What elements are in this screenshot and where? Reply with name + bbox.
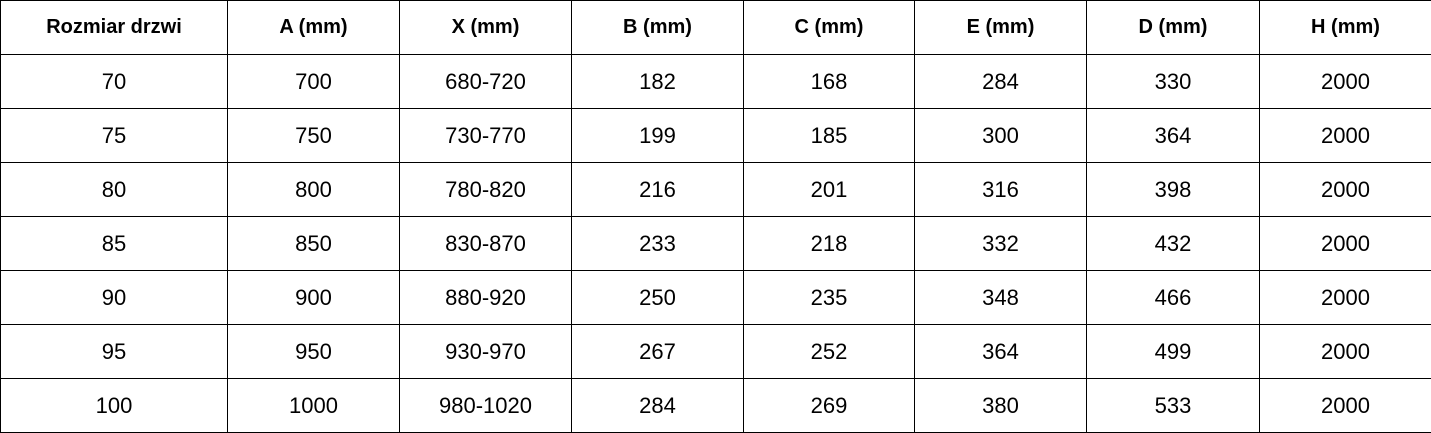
table-row: 80 800 780-820 216 201 316 398 2000 xyxy=(0,162,1431,217)
table-cell: 250 xyxy=(571,270,744,325)
column-header: X (mm) xyxy=(399,0,572,55)
table-row: 75 750 730-770 199 185 300 364 2000 xyxy=(0,108,1431,163)
table-cell: 2000 xyxy=(1259,270,1431,325)
table-cell: 364 xyxy=(914,324,1087,379)
table-row: 70 700 680-720 182 168 284 330 2000 xyxy=(0,54,1431,109)
table-cell: 980-1020 xyxy=(399,378,572,433)
table-cell: 269 xyxy=(743,378,915,433)
column-header: D (mm) xyxy=(1086,0,1260,55)
column-header: E (mm) xyxy=(914,0,1087,55)
table-cell: 850 xyxy=(227,216,400,271)
table-cell: 730-770 xyxy=(399,108,572,163)
header-row: Rozmiar drzwi A (mm) X (mm) B (mm) C (mm) E (… xyxy=(0,0,1431,55)
table-cell: 233 xyxy=(571,216,744,271)
table-cell: 2000 xyxy=(1259,216,1431,271)
table-row: 90 900 880-920 250 235 348 466 2000 xyxy=(0,270,1431,325)
table-cell: 2000 xyxy=(1259,378,1431,433)
table-cell: 2000 xyxy=(1259,324,1431,379)
table-cell: 218 xyxy=(743,216,915,271)
table-cell: 185 xyxy=(743,108,915,163)
table-cell: 2000 xyxy=(1259,108,1431,163)
table-cell: 800 xyxy=(227,162,400,217)
table-cell: 284 xyxy=(914,54,1087,109)
table-cell: 267 xyxy=(571,324,744,379)
table-cell: 284 xyxy=(571,378,744,433)
table-cell: 830-870 xyxy=(399,216,572,271)
table-cell: 216 xyxy=(571,162,744,217)
table-cell: 930-970 xyxy=(399,324,572,379)
table-cell: 2000 xyxy=(1259,162,1431,217)
table-cell: 780-820 xyxy=(399,162,572,217)
table-cell: 1000 xyxy=(227,378,400,433)
table-cell: 201 xyxy=(743,162,915,217)
table-row: 100 1000 980-1020 284 269 380 533 2000 xyxy=(0,378,1431,433)
table-cell: 90 xyxy=(0,270,228,325)
column-header: C (mm) xyxy=(743,0,915,55)
column-header: A (mm) xyxy=(227,0,400,55)
table-cell: 70 xyxy=(0,54,228,109)
table-cell: 80 xyxy=(0,162,228,217)
table-cell: 330 xyxy=(1086,54,1260,109)
table-cell: 199 xyxy=(571,108,744,163)
table-cell: 2000 xyxy=(1259,54,1431,109)
table-cell: 499 xyxy=(1086,324,1260,379)
column-header: H (mm) xyxy=(1259,0,1431,55)
table-body: 70 700 680-720 182 168 284 330 2000 75 750 730-770… xyxy=(0,54,1431,433)
table-cell: 398 xyxy=(1086,162,1260,217)
table-cell: 364 xyxy=(1086,108,1260,163)
table-cell: 182 xyxy=(571,54,744,109)
table-cell: 432 xyxy=(1086,216,1260,271)
column-header: B (mm) xyxy=(571,0,744,55)
table-cell: 332 xyxy=(914,216,1087,271)
table-row: 85 850 830-870 233 218 332 432 2000 xyxy=(0,216,1431,271)
table-cell: 75 xyxy=(0,108,228,163)
column-header: Rozmiar drzwi xyxy=(0,0,228,55)
table-cell: 950 xyxy=(227,324,400,379)
table-cell: 750 xyxy=(227,108,400,163)
table-cell: 252 xyxy=(743,324,915,379)
table-cell: 680-720 xyxy=(399,54,572,109)
table-cell: 100 xyxy=(0,378,228,433)
table-cell: 168 xyxy=(743,54,915,109)
table-cell: 95 xyxy=(0,324,228,379)
table-cell: 300 xyxy=(914,108,1087,163)
table-cell: 900 xyxy=(227,270,400,325)
table-cell: 466 xyxy=(1086,270,1260,325)
table-cell: 700 xyxy=(227,54,400,109)
table-row: 95 950 930-970 267 252 364 499 2000 xyxy=(0,324,1431,379)
table-cell: 85 xyxy=(0,216,228,271)
table-cell: 235 xyxy=(743,270,915,325)
table-cell: 348 xyxy=(914,270,1087,325)
table-cell: 880-920 xyxy=(399,270,572,325)
table-cell: 316 xyxy=(914,162,1087,217)
table-cell: 380 xyxy=(914,378,1087,433)
table-cell: 533 xyxy=(1086,378,1260,433)
